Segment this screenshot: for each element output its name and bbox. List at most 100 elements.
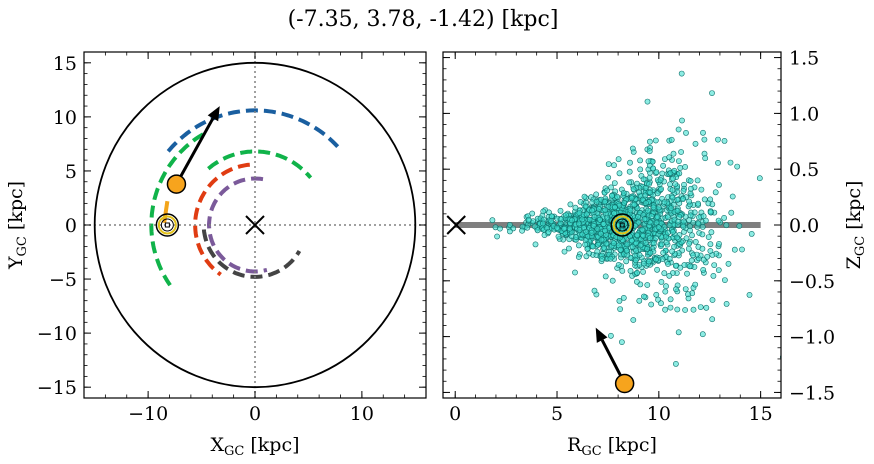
star-point xyxy=(620,294,627,301)
star-point xyxy=(554,224,560,231)
star-point xyxy=(653,256,659,263)
star-point xyxy=(581,193,588,200)
star-point xyxy=(723,300,730,307)
sun-marker-outer xyxy=(155,213,180,237)
star-point xyxy=(583,211,590,218)
star-point xyxy=(666,154,673,161)
star-point xyxy=(699,231,706,238)
spiral-arm-0 xyxy=(166,108,341,153)
star-point xyxy=(642,184,649,191)
star-point xyxy=(670,175,676,182)
star-point xyxy=(665,229,671,236)
star-point xyxy=(645,207,651,214)
star-point xyxy=(595,241,601,248)
star-point xyxy=(663,283,669,290)
star-point xyxy=(679,117,685,124)
star-point xyxy=(576,242,582,249)
star-point xyxy=(682,286,689,292)
star-point xyxy=(583,228,589,235)
star-point xyxy=(611,210,618,217)
star-point xyxy=(686,240,693,247)
star-point xyxy=(670,150,677,157)
star-point xyxy=(662,288,669,295)
star-point xyxy=(572,269,578,276)
star-point xyxy=(704,253,711,260)
star-point xyxy=(567,201,574,208)
star-point xyxy=(628,195,635,202)
right-xtick-label: 5 xyxy=(551,403,563,425)
star-point xyxy=(660,249,667,256)
star-point xyxy=(532,241,539,248)
star-point xyxy=(683,235,690,242)
star-point xyxy=(506,221,513,228)
star-point xyxy=(529,210,536,217)
star-point xyxy=(648,301,655,308)
left-xlabel: XGC [kpc] xyxy=(210,434,299,459)
star-point xyxy=(646,148,653,155)
star-point xyxy=(658,278,665,285)
star-point xyxy=(497,225,503,232)
star-point xyxy=(721,214,727,221)
star-point xyxy=(646,181,652,187)
left-ytick-label: 0 xyxy=(65,215,77,237)
star-point xyxy=(686,198,692,205)
star-point xyxy=(650,165,656,172)
star-points xyxy=(489,70,781,367)
star-point xyxy=(608,184,614,191)
star-point xyxy=(705,200,712,207)
star-point xyxy=(697,304,704,310)
star-point xyxy=(653,169,660,175)
star-point xyxy=(712,189,719,196)
star-point xyxy=(670,229,676,235)
star-point xyxy=(683,129,689,136)
star-point xyxy=(666,255,673,262)
star-point xyxy=(630,317,637,323)
star-point xyxy=(685,245,692,252)
star-point xyxy=(594,248,601,255)
star-point xyxy=(687,212,694,219)
star-point xyxy=(616,170,623,177)
star-point xyxy=(588,229,595,236)
velocity-arrow-shaft xyxy=(175,117,215,185)
right-ticks: 0 5 10 15 −1.5 −1.0 −0.5 0.0 0.5 1.0 1.5 xyxy=(443,48,835,425)
spiral-arm-3 xyxy=(193,162,250,277)
spiral-arm-2 xyxy=(207,149,313,180)
star-point xyxy=(641,293,647,300)
star-point xyxy=(707,248,714,254)
star-point xyxy=(725,260,732,267)
star-point xyxy=(540,220,546,227)
star-point xyxy=(621,199,628,206)
star-point xyxy=(611,180,618,186)
star-point xyxy=(653,291,660,298)
star-point xyxy=(594,225,601,232)
star-point xyxy=(705,234,712,240)
right-panel: 0 5 10 15 −1.5 −1.0 −0.5 0.0 0.5 1.0 1.5 RGC [kpc]… xyxy=(442,48,868,459)
right-ytick-label: 0.5 xyxy=(789,159,819,181)
star-point xyxy=(619,339,625,345)
star-point xyxy=(655,224,662,231)
star-point xyxy=(700,213,707,220)
star-point xyxy=(700,129,706,136)
star-point xyxy=(685,291,691,298)
star-point xyxy=(728,209,735,216)
star-point xyxy=(525,216,532,223)
star-point xyxy=(680,196,686,202)
star-point xyxy=(644,98,651,105)
star-point xyxy=(707,241,714,248)
star-point xyxy=(586,216,593,223)
star-point xyxy=(667,181,673,188)
left-ticks: −10 0 10 −15 −10 −5 0 5 10 15 xyxy=(37,51,427,425)
star-point xyxy=(647,250,654,256)
star-point xyxy=(596,206,602,212)
star-point xyxy=(654,266,660,273)
left-panel: −10 0 10 −15 −10 −5 0 5 10 15 XGC [kpc] YGC [kpc] xyxy=(5,51,427,459)
velocity-arrow xyxy=(175,106,220,185)
star-point xyxy=(615,261,622,268)
left-ytick-label: −5 xyxy=(49,269,77,291)
star-point xyxy=(576,220,582,227)
star-point xyxy=(632,257,639,264)
star-point xyxy=(658,300,664,307)
left-xtick-label: 10 xyxy=(350,403,374,425)
right-ytick-label: 1.0 xyxy=(789,103,819,125)
star-point xyxy=(736,223,743,229)
